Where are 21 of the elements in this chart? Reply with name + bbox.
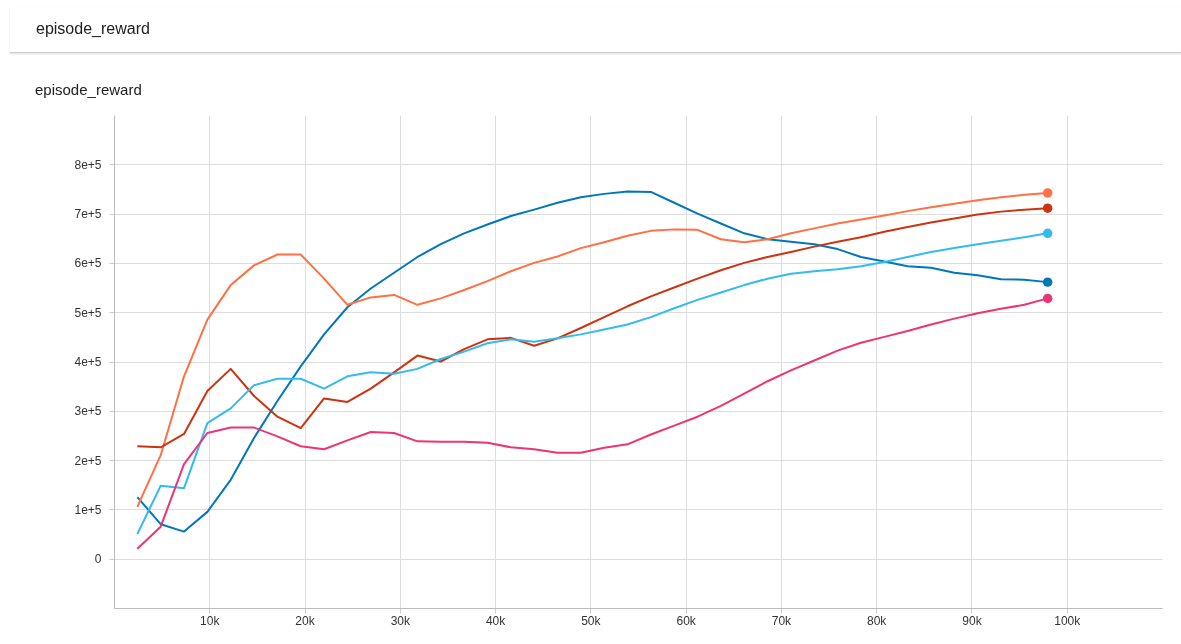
- y-tick-label: 3e+5: [74, 404, 102, 419]
- x-tick-label: 70k: [771, 613, 793, 628]
- y-tick-label: 6e+5: [74, 256, 102, 271]
- x-tick-label: 40k: [485, 613, 507, 628]
- y-tick-label: 8e+5: [74, 157, 102, 172]
- y-tick-label: 2e+5: [74, 453, 102, 468]
- y-tick-label: 0: [94, 552, 102, 567]
- y-tick-label: 4e+5: [74, 355, 102, 369]
- x-tick-label: 50k: [581, 613, 602, 628]
- x-tick-label: 20k: [295, 613, 316, 628]
- x-tick-label: 100k: [1054, 613, 1082, 628]
- x-tick-label: 90k: [962, 613, 983, 628]
- y-tick-label: 7e+5: [74, 207, 102, 222]
- x-tick-label: 60k: [676, 613, 697, 628]
- x-tick-label: 30k: [390, 613, 411, 628]
- chart-subtitle: episode_reward: [35, 81, 142, 98]
- x-tick-label: 80k: [867, 613, 888, 628]
- chart-title: episode_reward: [36, 20, 150, 38]
- y-tick-label: 1e+5: [74, 502, 102, 517]
- y-tick-label: 5e+5: [74, 305, 102, 320]
- x-tick-label: 10k: [200, 613, 221, 628]
